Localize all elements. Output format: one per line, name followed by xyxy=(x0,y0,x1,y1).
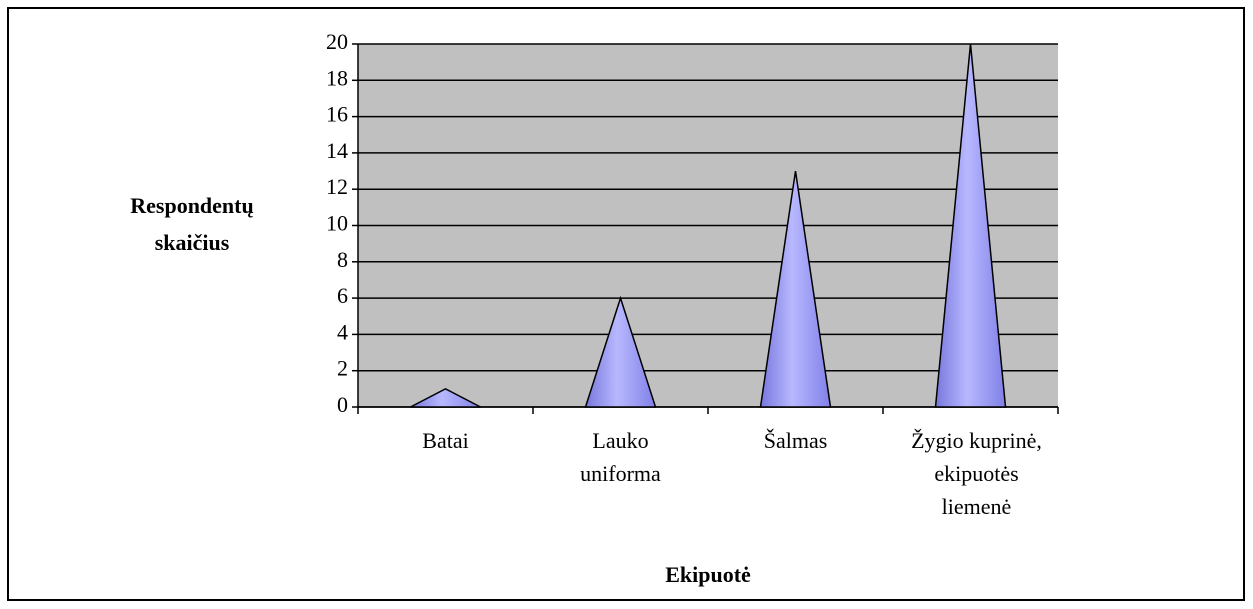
cone xyxy=(934,43,1007,408)
y-tick-label: 16 xyxy=(326,102,348,127)
y-tick-label: 2 xyxy=(337,356,348,381)
x-tick-label: liemenė xyxy=(942,494,1012,519)
x-axis-title: Ekipuotė xyxy=(665,562,751,587)
x-tick-label: Batai xyxy=(422,428,468,453)
x-tick-label: uniforma xyxy=(580,461,661,486)
x-tick-label: ekipuotės xyxy=(934,461,1018,486)
x-tick-label: Šalmas xyxy=(764,428,828,453)
cone xyxy=(759,170,832,408)
y-tick-label: 14 xyxy=(326,138,348,163)
y-tick-label: 12 xyxy=(326,174,348,199)
cone xyxy=(584,295,657,408)
cone xyxy=(410,388,481,408)
y-tick-label: 10 xyxy=(326,211,348,236)
y-tick-label: 8 xyxy=(337,247,348,272)
y-axis-title: Respondentų xyxy=(130,193,253,218)
y-tick-label: 6 xyxy=(337,283,348,308)
y-tick-label: 4 xyxy=(337,319,348,344)
y-axis-title: skaičius xyxy=(155,230,230,255)
x-tick-label: Žygio kuprinė, xyxy=(911,428,1042,453)
y-tick-label: 20 xyxy=(326,29,348,54)
y-tick-label: 0 xyxy=(337,392,348,417)
y-tick-label: 18 xyxy=(326,65,348,90)
x-tick-label: Lauko xyxy=(592,428,648,453)
